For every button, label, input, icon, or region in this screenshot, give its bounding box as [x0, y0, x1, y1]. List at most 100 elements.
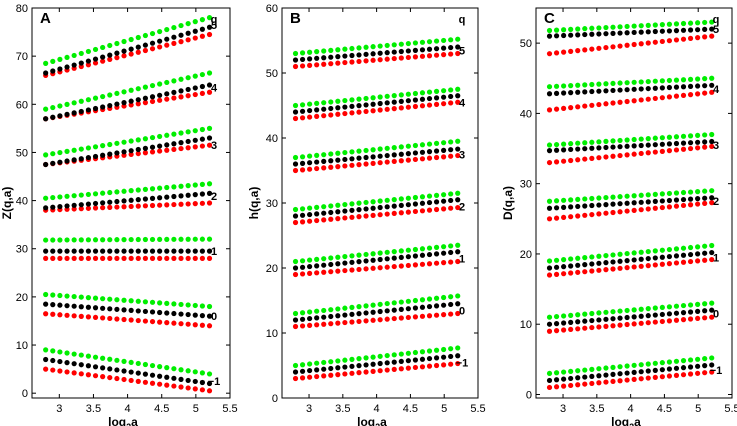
data-point [342, 46, 348, 52]
data-point [171, 89, 177, 95]
data-point [448, 294, 454, 300]
data-point [85, 363, 92, 369]
data-point [321, 217, 327, 223]
data-point [624, 80, 630, 86]
data-point [702, 200, 708, 206]
data-point [78, 50, 84, 57]
data-point [157, 363, 163, 370]
data-point [568, 204, 574, 210]
data-point [589, 380, 595, 387]
data-point [419, 149, 426, 155]
data-point [50, 367, 56, 373]
data-point [695, 244, 701, 250]
data-point [448, 191, 454, 197]
data-point [659, 28, 665, 34]
data-point [709, 75, 715, 81]
data-point [589, 81, 595, 88]
data-point [596, 267, 602, 273]
data-point [610, 323, 616, 329]
data-point [419, 39, 426, 45]
data-point [666, 94, 673, 100]
data-point [192, 255, 198, 261]
data-point [299, 115, 306, 121]
data-point [652, 22, 658, 28]
data-point [363, 206, 369, 212]
data-point [307, 361, 313, 367]
data-point [135, 298, 141, 304]
data-point [356, 304, 362, 310]
data-point [128, 188, 134, 194]
data-point [299, 56, 306, 63]
data-point [575, 382, 581, 388]
data-point [178, 76, 184, 82]
data-point [178, 248, 184, 254]
data-point [363, 266, 369, 272]
data-point [71, 206, 77, 212]
data-point [157, 81, 163, 87]
q-label: 2 [211, 191, 217, 203]
data-point [709, 369, 715, 375]
data-point [638, 256, 644, 262]
data-point [568, 26, 574, 32]
series-q-2-black [546, 195, 715, 211]
data-point [695, 201, 701, 207]
data-point [419, 208, 426, 214]
data-point [553, 271, 560, 277]
data-point [419, 313, 426, 319]
data-point [43, 255, 49, 261]
data-point [603, 194, 609, 201]
data-point [57, 113, 63, 119]
data-point [142, 47, 148, 54]
data-point [299, 271, 306, 277]
data-point [546, 33, 553, 39]
data-point [695, 145, 701, 151]
data-point [617, 201, 623, 207]
data-point [92, 46, 99, 53]
data-point [589, 211, 595, 218]
series-q-0-black [43, 301, 213, 319]
data-point [85, 191, 92, 198]
data-point [617, 308, 623, 314]
data-point [659, 141, 665, 147]
data-point [128, 369, 134, 375]
data-point [199, 90, 205, 97]
data-point [349, 52, 355, 59]
data-point [164, 96, 170, 102]
data-point [107, 141, 113, 148]
data-point [78, 248, 84, 254]
data-point [610, 371, 616, 377]
data-point [164, 26, 170, 33]
data-point [617, 265, 623, 271]
data-point [142, 150, 148, 156]
data-point [92, 95, 99, 101]
data-point [78, 352, 84, 358]
data-point [709, 200, 715, 206]
data-point [78, 192, 84, 198]
data-point [135, 146, 141, 153]
data-point [666, 190, 673, 197]
data-point [363, 355, 369, 361]
data-point [666, 246, 673, 253]
data-point [680, 202, 687, 209]
data-point [687, 20, 694, 26]
data-point [582, 26, 588, 32]
data-point [426, 193, 433, 199]
data-point [603, 252, 609, 259]
data-point [92, 314, 99, 321]
data-point [114, 248, 120, 254]
data-point [631, 29, 637, 36]
data-point [142, 84, 148, 90]
data-point [433, 192, 440, 198]
data-point [631, 98, 637, 104]
data-point [448, 147, 454, 153]
data-point [157, 148, 163, 154]
data-point [92, 200, 99, 207]
data-point [617, 24, 623, 30]
y-tick-label: 80 [16, 3, 28, 15]
data-point [546, 107, 553, 113]
data-point [64, 158, 70, 164]
data-point [114, 55, 120, 61]
data-point [178, 38, 184, 45]
q-label: 1 [211, 246, 217, 258]
data-point [638, 306, 644, 312]
